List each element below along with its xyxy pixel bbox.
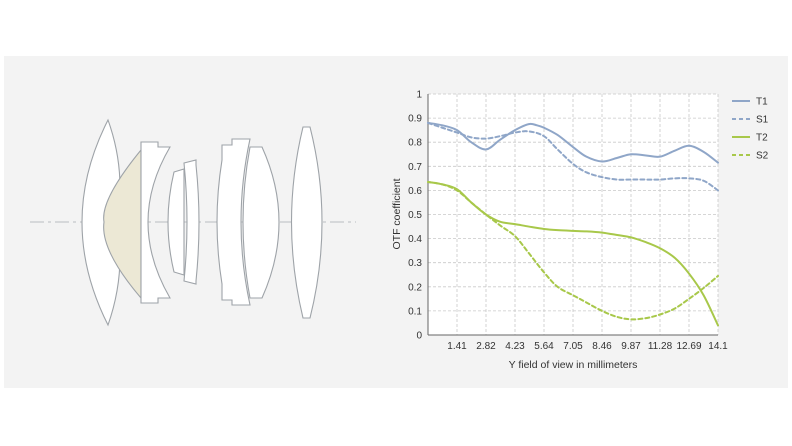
y-tick-label: 0.6 <box>408 186 422 197</box>
y-tick-label: 0.5 <box>408 210 422 221</box>
x-tick-label: 8.46 <box>592 341 612 352</box>
y-axis-label: OTF coefficient <box>391 178 403 249</box>
x-tick-label: 14.1 <box>708 341 728 352</box>
lens-element-2-highlighted <box>103 148 142 300</box>
x-tick-label: 12.69 <box>676 341 701 352</box>
y-tick-label: 1 <box>416 90 422 101</box>
x-tick-label: 9.87 <box>621 341 641 352</box>
legend-label-s1: S1 <box>756 115 769 126</box>
y-tick-label: 0.3 <box>408 258 422 269</box>
y-tick-label: 0.7 <box>408 162 422 173</box>
lens-element-5 <box>183 159 200 285</box>
lens-element-3 <box>140 141 171 304</box>
x-tick-label: 1.41 <box>447 341 467 352</box>
legend-label-s2: S2 <box>756 151 769 162</box>
axes <box>427 94 718 336</box>
y-tick-label: 0.1 <box>408 306 422 317</box>
series-line-t2 <box>427 180 719 327</box>
legend: T1 S1 T2 S2 <box>732 97 769 162</box>
x-axis-label: Y field of view in millimeters <box>509 359 638 371</box>
legend-label-t2: T2 <box>756 133 768 144</box>
y-tick-label: 0.8 <box>408 138 422 149</box>
lens-element-6 <box>216 138 251 306</box>
lens-element-8 <box>290 126 323 319</box>
legend-label-t1: T1 <box>756 97 768 108</box>
x-tick-label: 11.28 <box>648 341 673 352</box>
y-tick-label: 0.2 <box>408 282 422 293</box>
y-tick-label: 0.9 <box>408 114 422 125</box>
x-tick-labels: 1.41 2.82 4.23 5.64 7.05 8.46 9.87 11.28 12.69 14… <box>447 341 728 352</box>
x-tick-label: 2.82 <box>476 341 496 352</box>
series-line-s2 <box>427 180 719 321</box>
x-tick-label: 5.64 <box>534 341 554 352</box>
y-tick-label: 0 <box>416 331 422 342</box>
x-tick-label: 7.05 <box>563 341 583 352</box>
grid-lines <box>428 93 719 335</box>
series-lines <box>427 121 719 327</box>
lens-element-4 <box>167 168 185 276</box>
lens-element-1 <box>81 118 121 327</box>
y-tick-labels: 0 0.1 0.2 0.3 0.4 0.5 0.6 0.7 0.8 0.9 1 <box>408 90 422 342</box>
series-line-t1 <box>427 121 719 164</box>
y-tick-label: 0.4 <box>408 234 422 245</box>
lens-element-7 <box>242 146 280 299</box>
x-tick-label: 4.23 <box>505 341 525 352</box>
series-line-s1 <box>427 121 719 192</box>
